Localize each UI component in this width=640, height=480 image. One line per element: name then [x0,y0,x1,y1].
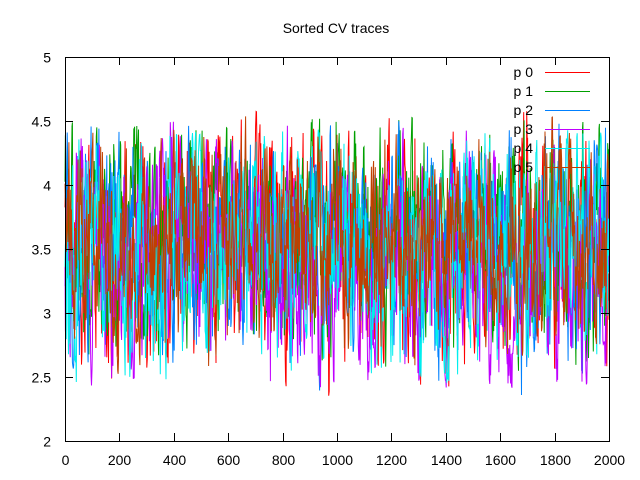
legend-label: p 4 [514,140,534,156]
x-tick-label: 1800 [540,452,571,468]
legend: p 0 p 1 p 2 p 3 p 4 p 5 [514,64,590,175]
y-tick-label: 2.5 [32,370,52,386]
y-tick-label: 4.5 [32,114,52,130]
x-tick-label: 1400 [431,452,462,468]
series-line-4 [64,129,610,383]
legend-label: p 5 [514,159,534,175]
legend-label: p 3 [514,121,534,137]
y-tick-label: 4 [43,178,51,194]
legend-label: p 2 [514,102,534,118]
legend-entry-2: p 2 [514,102,590,118]
x-tick-label: 600 [217,452,241,468]
x-tick-label: 2000 [594,452,625,468]
y-tick-label: 5 [43,50,51,66]
legend-label: p 0 [514,64,534,80]
axis-layer: 0 200 400 600 800 1000 1200 1400 1600 1800 2000 2 2.… [32,50,626,469]
x-tick-label: 800 [272,452,296,468]
legend-entry-4: p 4 [514,140,590,156]
y-tick-label: 3 [43,306,51,322]
y-tick-label: 2 [43,434,51,450]
legend-label: p 1 [514,83,534,99]
x-tick-label: 200 [108,452,132,468]
x-tick-label: 0 [62,452,70,468]
legend-entry-0: p 0 [514,64,590,80]
y-tick-label: 3.5 [32,242,52,258]
legend-entry-3: p 3 [514,121,590,137]
x-tick-label: 400 [163,452,187,468]
series-layer [64,110,610,396]
x-tick-label: 1000 [322,452,353,468]
legend-entry-5: p 5 [514,159,590,175]
x-tick-label: 1600 [485,452,516,468]
series-line-5 [64,116,610,374]
legend-entry-1: p 1 [514,83,590,99]
chart-title: Sorted CV traces [283,20,390,36]
x-tick-label: 1200 [376,452,407,468]
